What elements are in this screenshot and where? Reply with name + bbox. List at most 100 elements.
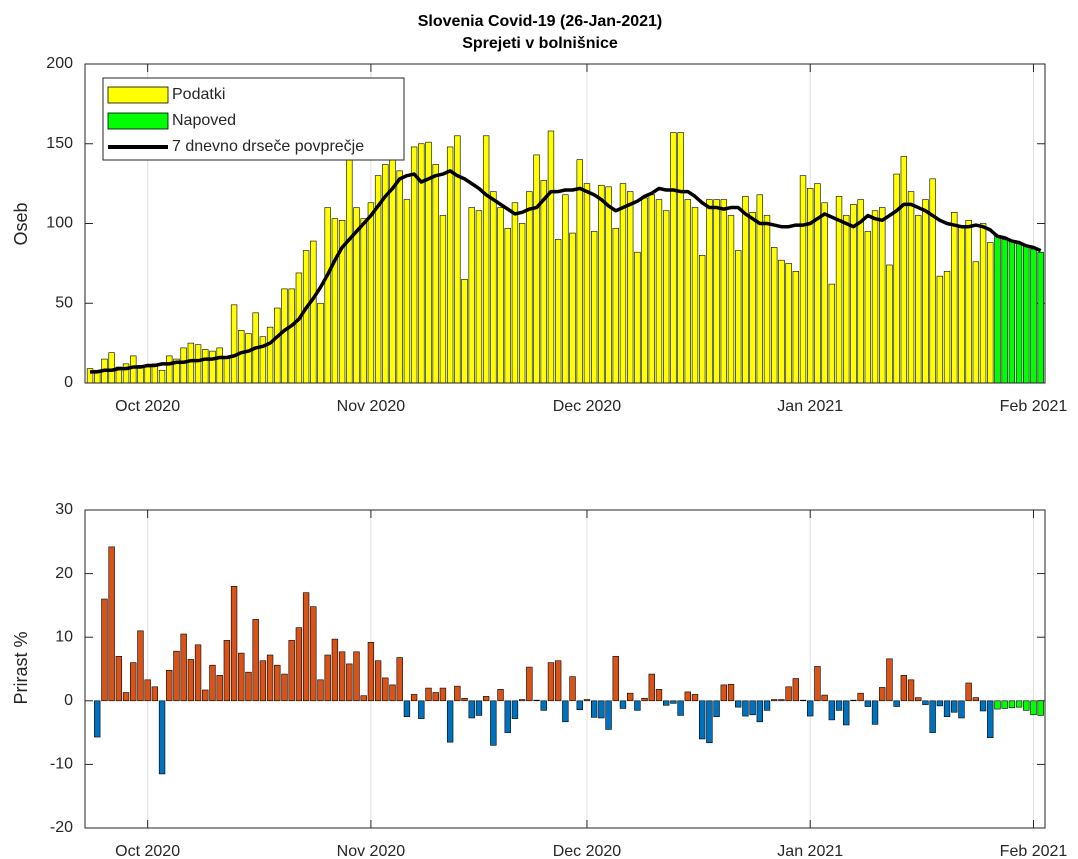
- bar: [403, 199, 411, 384]
- bar: [598, 700, 605, 719]
- legend-swatch: [107, 86, 169, 104]
- bar: [684, 691, 691, 702]
- bar: [648, 673, 655, 702]
- bar: [310, 240, 317, 384]
- bar: [526, 191, 533, 384]
- bar: [511, 700, 519, 719]
- x-tick-label: Jan 2021: [777, 398, 843, 415]
- bar: [209, 664, 216, 702]
- bar: [871, 700, 879, 725]
- bar: [367, 641, 375, 702]
- y-tick-label: 200: [46, 55, 73, 72]
- axes-box: [84, 63, 1046, 384]
- bar: [533, 154, 540, 384]
- bar: [1030, 700, 1037, 716]
- bar: [266, 326, 274, 384]
- x-tick-label: Dec 2020: [553, 843, 622, 859]
- bar: [432, 692, 439, 702]
- bar: [583, 183, 591, 384]
- bar: [641, 697, 648, 702]
- bar: [807, 188, 814, 384]
- bar: [1008, 240, 1016, 384]
- bar: [209, 350, 216, 384]
- bar: [799, 175, 807, 384]
- bar: [605, 700, 612, 730]
- bar: [893, 700, 900, 707]
- bar: [367, 202, 375, 384]
- bar: [749, 700, 756, 716]
- bar: [821, 202, 828, 384]
- bar: [583, 699, 591, 702]
- bar: [850, 699, 857, 702]
- bar: [972, 697, 980, 702]
- bar: [691, 207, 699, 384]
- bar: [497, 207, 504, 384]
- bar: [504, 227, 511, 384]
- chart-subtitle: Sprejeti v bolnišnice: [462, 35, 618, 52]
- bar: [360, 218, 367, 384]
- bar: [475, 210, 483, 384]
- legend-label: Napoved: [172, 112, 236, 129]
- bar: [274, 307, 281, 384]
- bar: [727, 215, 735, 384]
- bar: [713, 700, 720, 717]
- chart-title: Slovenia Covid-19 (26-Jan-2021): [418, 13, 663, 30]
- bar: [785, 263, 792, 384]
- y-tick-label: 20: [55, 565, 73, 582]
- bar: [987, 700, 994, 738]
- x-tick-label: Jan 2021: [777, 843, 843, 859]
- bar: [979, 223, 987, 384]
- bar: [216, 347, 223, 384]
- bar: [1037, 700, 1044, 716]
- bar: [1023, 700, 1030, 711]
- bar: [540, 700, 547, 711]
- bar: [468, 700, 475, 719]
- y-tick-label: 100: [46, 215, 73, 232]
- x-tick-label: Oct 2020: [115, 843, 180, 859]
- y-tick-label: 30: [55, 501, 73, 518]
- bar: [475, 700, 483, 716]
- bar: [144, 366, 151, 384]
- bar: [670, 132, 677, 384]
- bar: [857, 692, 864, 702]
- bar: [792, 678, 799, 702]
- bar: [324, 654, 331, 702]
- bar: [843, 700, 850, 726]
- x-tick-label: Feb 2021: [1000, 398, 1068, 415]
- bar: [792, 271, 799, 384]
- x-tick-label: Dec 2020: [553, 398, 622, 415]
- bar: [403, 700, 411, 717]
- y-tick-label: -20: [50, 819, 73, 836]
- bar: [749, 212, 756, 384]
- bar: [699, 700, 706, 740]
- bar: [1015, 700, 1023, 708]
- bar: [396, 657, 403, 702]
- bar: [1037, 251, 1044, 384]
- bar: [482, 135, 490, 384]
- bar: [771, 247, 778, 384]
- bar: [922, 199, 929, 384]
- bar: [951, 212, 958, 384]
- bar: [958, 226, 965, 384]
- bar: [295, 627, 303, 702]
- bar: [274, 664, 281, 702]
- bar: [346, 159, 353, 384]
- bar: [619, 183, 627, 384]
- bar: [389, 684, 396, 702]
- bar: [353, 651, 360, 702]
- bar: [295, 272, 303, 384]
- bar: [158, 700, 166, 775]
- bar: [648, 194, 655, 384]
- x-tick-label: Nov 2020: [337, 398, 406, 415]
- bar: [1001, 700, 1008, 709]
- bar: [626, 692, 634, 702]
- bar: [684, 199, 691, 384]
- bar: [533, 699, 540, 702]
- bar: [677, 700, 684, 716]
- legend-label: Podatki: [172, 86, 225, 103]
- bar: [108, 352, 115, 384]
- bar: [518, 223, 526, 384]
- bar: [907, 191, 915, 384]
- bar: [936, 700, 944, 707]
- bar: [331, 218, 339, 384]
